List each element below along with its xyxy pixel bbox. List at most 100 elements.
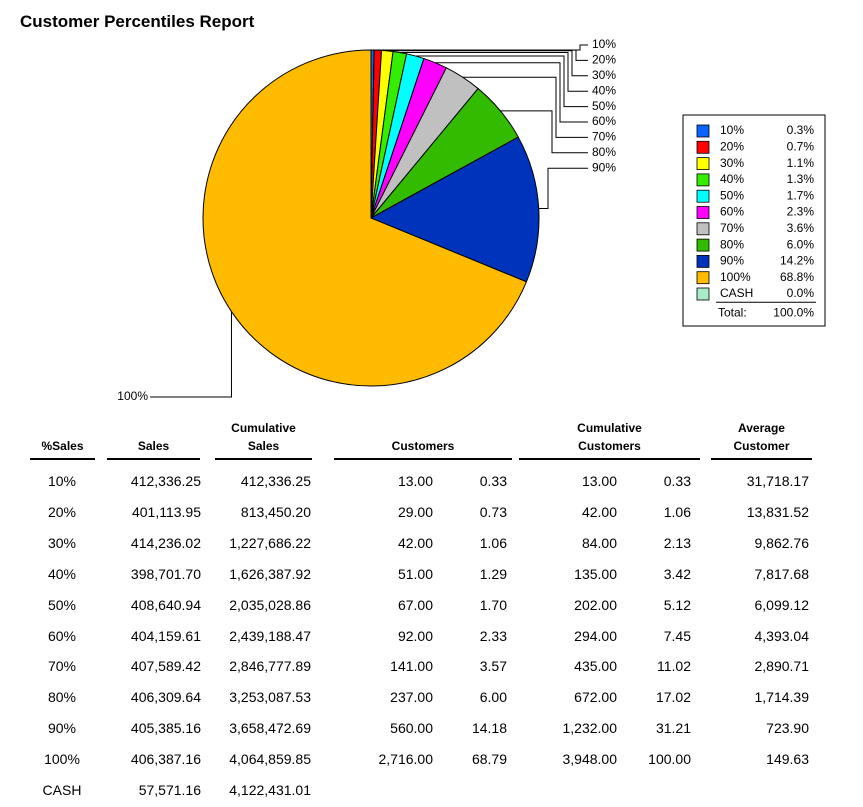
legend-label: 90%: [720, 254, 744, 268]
legend-swatch: [696, 173, 710, 187]
legend-label: 10%: [720, 123, 744, 137]
table-cell: 412,336.25: [240, 473, 311, 489]
table-cell: 13,831.52: [746, 503, 809, 520]
table-cell: 67.00: [397, 596, 433, 613]
leader-line: [415, 55, 588, 108]
legend-value: 0.0%: [787, 286, 815, 300]
table-cell: 435.00: [574, 658, 617, 675]
table-cell: 294.00: [574, 627, 617, 644]
leader-line: [387, 50, 588, 77]
slice-label: 70%: [592, 130, 616, 144]
table-cell: 3,948.00: [562, 751, 618, 768]
table-cell: 1,714.39: [754, 689, 810, 706]
table-cell: 31.21: [655, 720, 691, 737]
table-cell: 407,589.42: [130, 658, 201, 675]
legend-total-value: 100.0%: [773, 305, 814, 319]
column-header: Cumulative Customers: [519, 420, 700, 460]
table-cell: 17.02: [655, 689, 691, 706]
slice-label: 60%: [592, 114, 616, 128]
legend-value: 1.3%: [787, 172, 815, 186]
table-cell: 100%: [44, 751, 80, 768]
table-cell: 2.13: [663, 534, 691, 551]
column-header: Cumulative Sales: [215, 420, 312, 460]
legend-label: 70%: [720, 221, 744, 235]
legend-value: 0.7%: [787, 139, 815, 153]
table-cell: 3,658,472.69: [229, 720, 311, 737]
table-cell: 2.33: [479, 627, 507, 644]
table-cell: 408,640.94: [130, 596, 201, 613]
table-cell: 560.00: [390, 720, 433, 737]
legend-swatch: [696, 140, 710, 154]
slice-label: 90%: [592, 160, 616, 174]
table-cell: 149.63: [766, 751, 809, 768]
table-cell: 1.06: [479, 534, 507, 551]
table-cell: 4,393.04: [754, 627, 810, 644]
slice-label: 20%: [592, 53, 616, 67]
table-cell: 2,846,777.89: [229, 658, 311, 675]
leader-line: [435, 62, 588, 123]
table-cell: 6,099.12: [754, 596, 810, 613]
legend-swatch: [696, 206, 710, 219]
table-cell: 398,701.70: [130, 565, 201, 582]
table-cell: 11.02: [657, 658, 691, 675]
table-cell: 1.29: [479, 565, 507, 582]
legend-label: 80%: [720, 237, 744, 251]
legend-value: 0.3%: [787, 123, 815, 137]
pie-slice: [202, 49, 528, 387]
table-cell: 42.00: [581, 503, 617, 520]
legend-swatch: [696, 254, 710, 268]
table-cell: 57,571.16: [138, 782, 201, 798]
table-cell: 84.00: [581, 534, 617, 551]
legend-swatch: [696, 189, 710, 203]
legend-value: 3.6%: [787, 221, 815, 235]
legend-label: 50%: [720, 188, 744, 202]
table-cell: 2,439,188.47: [229, 627, 311, 644]
table-cell: 68.79: [471, 751, 507, 768]
table-cell: 0.73: [479, 503, 507, 520]
leader-line: [150, 311, 232, 398]
table-cell: 90%: [47, 720, 77, 737]
table-cell: 406,309.64: [130, 689, 201, 706]
table-cell: 10%: [47, 473, 77, 489]
table-cell: 4,122,431.01: [229, 782, 311, 798]
table-cell: 1.06: [663, 503, 691, 520]
legend-swatch: [696, 287, 710, 301]
column-header: %Sales: [30, 420, 95, 460]
table-cell: 135.00: [574, 565, 617, 582]
table-cell: 14.18: [471, 720, 507, 737]
table-cell: 202.00: [574, 596, 617, 613]
table-cell: 9,862.76: [754, 534, 810, 551]
table-cell: 31,718.17: [746, 473, 809, 489]
table-cell: 401,113.95: [131, 503, 201, 520]
table-cell: 405,385.16: [130, 720, 201, 737]
table-cell: 813,450.20: [240, 503, 311, 520]
table-cell: CASH: [42, 782, 82, 798]
table-cell: 7,817.68: [754, 565, 810, 582]
table-cell: 2,035,028.86: [229, 596, 311, 613]
leader-line: [377, 49, 588, 61]
table-cell: 2,890.71: [754, 658, 810, 675]
slice-label: 10%: [592, 37, 616, 51]
leader-line: [538, 167, 588, 210]
table-cell: 50%: [47, 596, 77, 613]
table-cell: 0.33: [663, 473, 691, 489]
table-cell: 412,336.25: [130, 473, 201, 489]
legend-value: 1.7%: [787, 188, 815, 202]
slice-label: 50%: [592, 99, 616, 113]
column-header: Customers: [334, 420, 512, 460]
table-cell: 1,626,387.92: [229, 565, 311, 582]
legend-swatch: [696, 222, 710, 236]
table-cell: 70%: [47, 658, 77, 675]
leader-line: [372, 44, 588, 51]
table-cell: 3,253,087.53: [229, 689, 311, 706]
legend-label: 60%: [720, 205, 744, 219]
table-cell: 51.00: [397, 565, 433, 582]
table-cell: 6.00: [479, 689, 507, 706]
legend-value: 14.2%: [780, 254, 814, 268]
column-header: Sales: [107, 420, 200, 460]
table-cell: 40%: [47, 565, 77, 582]
table-cell: 406,387.16: [130, 751, 201, 768]
table-cell: 2,716.00: [378, 751, 434, 768]
table-cell: 42.00: [397, 534, 433, 551]
